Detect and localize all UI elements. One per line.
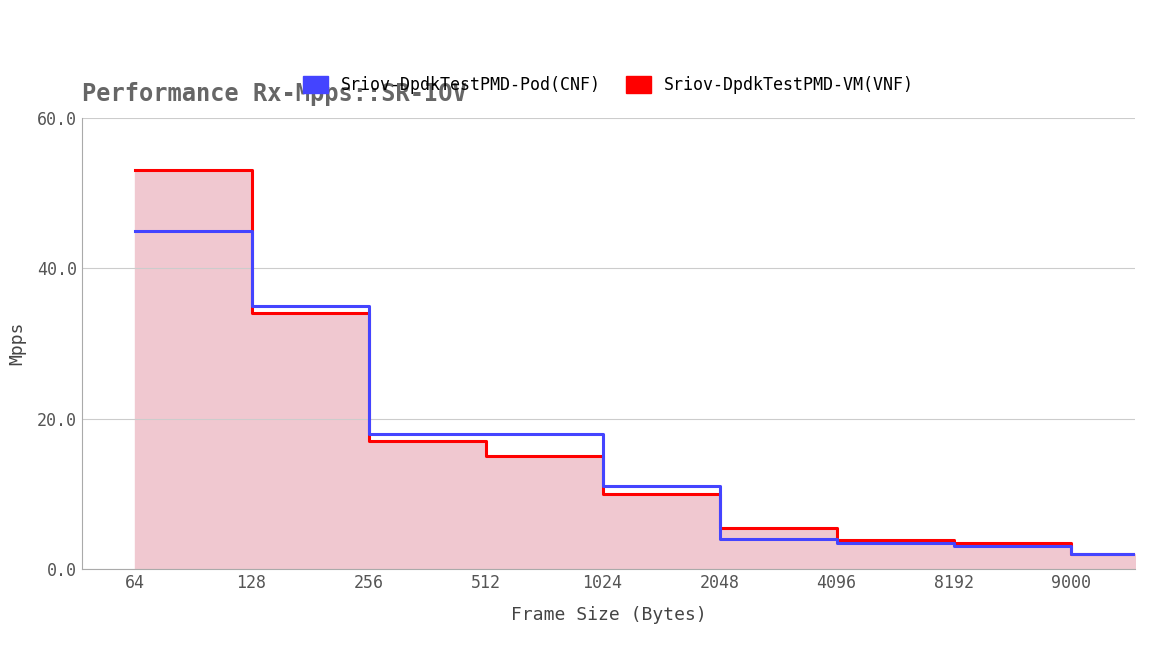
Sriov-DpdkTestPMD-Pod(CNF)	[362, 302, 376, 310]
Sriov-DpdkTestPMD-Pod(CNF)	[362, 430, 376, 438]
Sriov-DpdkTestPMD-VM(VNF)	[830, 524, 844, 532]
Text: Performance Rx-Mpps::SR-IOV: Performance Rx-Mpps::SR-IOV	[82, 82, 467, 106]
Sriov-DpdkTestPMD-VM(VNF)	[1064, 539, 1078, 547]
Y-axis label: Mpps: Mpps	[8, 322, 26, 365]
Sriov-DpdkTestPMD-VM(VNF)	[245, 167, 259, 175]
Sriov-DpdkTestPMD-Pod(CNF)	[947, 539, 961, 547]
Sriov-DpdkTestPMD-Pod(CNF)	[830, 539, 844, 547]
Sriov-DpdkTestPMD-Pod(CNF)	[596, 483, 610, 490]
Sriov-DpdkTestPMD-VM(VNF)	[479, 437, 493, 445]
Sriov-DpdkTestPMD-Pod(CNF)	[596, 430, 610, 438]
Sriov-DpdkTestPMD-VM(VNF)	[596, 453, 610, 460]
Sriov-DpdkTestPMD-Pod(CNF)	[1064, 543, 1078, 551]
Sriov-DpdkTestPMD-VM(VNF)	[1128, 550, 1142, 558]
Sriov-DpdkTestPMD-Pod(CNF)	[245, 302, 259, 310]
Sriov-DpdkTestPMD-VM(VNF)	[713, 490, 727, 498]
Sriov-DpdkTestPMD-VM(VNF)	[596, 490, 610, 498]
Sriov-DpdkTestPMD-Pod(CNF)	[479, 430, 493, 438]
Sriov-DpdkTestPMD-Pod(CNF)	[245, 227, 259, 235]
Sriov-DpdkTestPMD-Pod(CNF)	[713, 483, 727, 490]
Sriov-DpdkTestPMD-VM(VNF)	[713, 524, 727, 532]
Sriov-DpdkTestPMD-VM(VNF)	[1064, 550, 1078, 558]
Sriov-DpdkTestPMD-Pod(CNF)	[947, 543, 961, 551]
Line: Sriov-DpdkTestPMD-VM(VNF): Sriov-DpdkTestPMD-VM(VNF)	[135, 171, 1135, 554]
Sriov-DpdkTestPMD-Pod(CNF)	[128, 227, 142, 235]
Sriov-DpdkTestPMD-VM(VNF)	[479, 453, 493, 460]
Sriov-DpdkTestPMD-Pod(CNF)	[1128, 550, 1142, 558]
Sriov-DpdkTestPMD-Pod(CNF)	[713, 535, 727, 543]
Sriov-DpdkTestPMD-Pod(CNF)	[830, 535, 844, 543]
Sriov-DpdkTestPMD-Pod(CNF)	[479, 430, 493, 438]
Sriov-DpdkTestPMD-VM(VNF)	[362, 437, 376, 445]
Line: Sriov-DpdkTestPMD-Pod(CNF): Sriov-DpdkTestPMD-Pod(CNF)	[135, 231, 1135, 554]
Sriov-DpdkTestPMD-VM(VNF)	[947, 539, 961, 547]
Sriov-DpdkTestPMD-VM(VNF)	[362, 309, 376, 317]
Sriov-DpdkTestPMD-VM(VNF)	[128, 167, 142, 175]
Sriov-DpdkTestPMD-VM(VNF)	[947, 536, 961, 544]
Sriov-DpdkTestPMD-VM(VNF)	[245, 309, 259, 317]
X-axis label: Frame Size (Bytes): Frame Size (Bytes)	[510, 606, 707, 624]
Legend: Sriov-DpdkTestPMD-Pod(CNF), Sriov-DpdkTestPMD-VM(VNF): Sriov-DpdkTestPMD-Pod(CNF), Sriov-DpdkTe…	[294, 67, 923, 102]
Sriov-DpdkTestPMD-Pod(CNF)	[1064, 550, 1078, 558]
Sriov-DpdkTestPMD-VM(VNF)	[830, 536, 844, 544]
